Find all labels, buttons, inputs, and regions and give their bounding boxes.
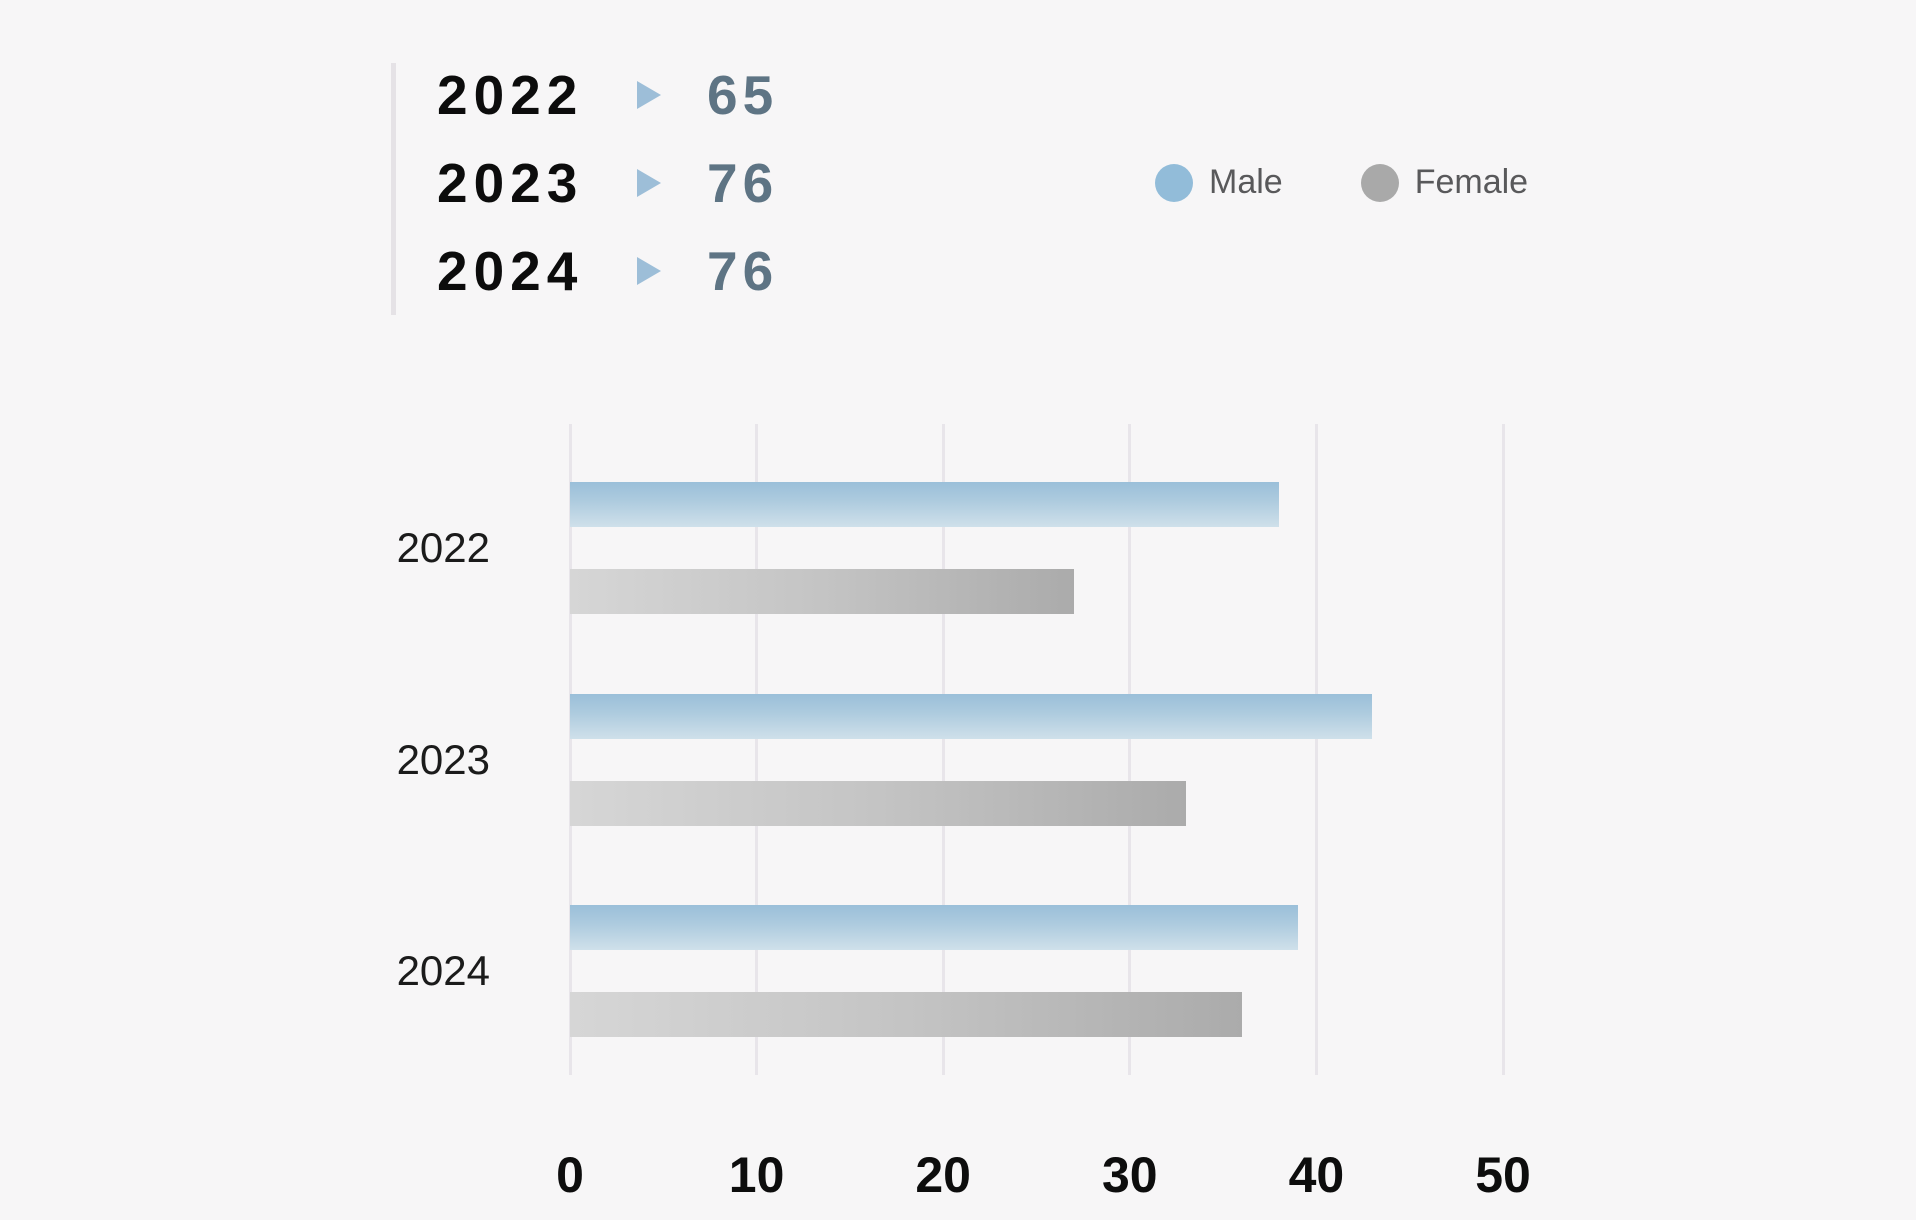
summary-accent-line — [391, 63, 396, 315]
summary-value: 65 — [707, 64, 779, 126]
summary-year-label: 2024 — [437, 240, 584, 302]
x-tick-label-20: 20 — [915, 1147, 971, 1203]
summary-row-2022: 2022 65 — [437, 51, 778, 139]
arrow-right-icon — [637, 169, 661, 197]
summary-value: 76 — [707, 240, 779, 302]
x-tick-label-40: 40 — [1288, 1147, 1345, 1203]
gridline-40 — [1314, 424, 1318, 1075]
bar-male-2022[interactable] — [570, 482, 1280, 527]
summary-row-2024: 2024 76 — [437, 227, 778, 315]
gridline-30 — [1128, 424, 1132, 1075]
bar-female-2023[interactable] — [570, 780, 1186, 826]
summary-year-label: 2022 — [437, 64, 584, 126]
category-label-2022: 2022 — [396, 524, 490, 571]
legend-item-female[interactable]: Female — [1360, 163, 1529, 202]
legend-item-male[interactable]: Male — [1155, 163, 1283, 202]
gridline-50 — [1501, 424, 1505, 1075]
category-label-2023: 2023 — [396, 735, 490, 783]
summary-value: 76 — [707, 152, 779, 214]
bar-male-2023[interactable] — [570, 693, 1373, 739]
x-tick-label-50: 50 — [1475, 1147, 1531, 1203]
x-tick-label-10: 10 — [728, 1147, 785, 1203]
legend-dot-female-icon — [1360, 163, 1399, 202]
yearly-summary: 2022 65 2023 76 2024 76 — [437, 51, 778, 315]
gridline-10 — [755, 424, 759, 1075]
category-label-2024: 2024 — [396, 947, 490, 994]
x-tick-label-30: 30 — [1101, 1147, 1158, 1203]
gridline-20 — [941, 424, 945, 1075]
x-tick-label-0: 0 — [556, 1147, 584, 1203]
bar-male-2024[interactable] — [570, 905, 1298, 950]
legend-label: Male — [1209, 163, 1283, 201]
chart-legend: Male Female — [1155, 163, 1528, 202]
summary-row-2023: 2023 76 — [437, 139, 778, 227]
bar-female-2022[interactable] — [570, 569, 1074, 614]
summary-year-label: 2023 — [437, 152, 584, 214]
arrow-right-icon — [637, 81, 661, 109]
bar-female-2024[interactable] — [570, 992, 1242, 1037]
legend-label: Female — [1414, 163, 1529, 201]
gridline-0 — [568, 424, 572, 1075]
arrow-right-icon — [637, 257, 661, 285]
legend-dot-male-icon — [1155, 163, 1193, 202]
